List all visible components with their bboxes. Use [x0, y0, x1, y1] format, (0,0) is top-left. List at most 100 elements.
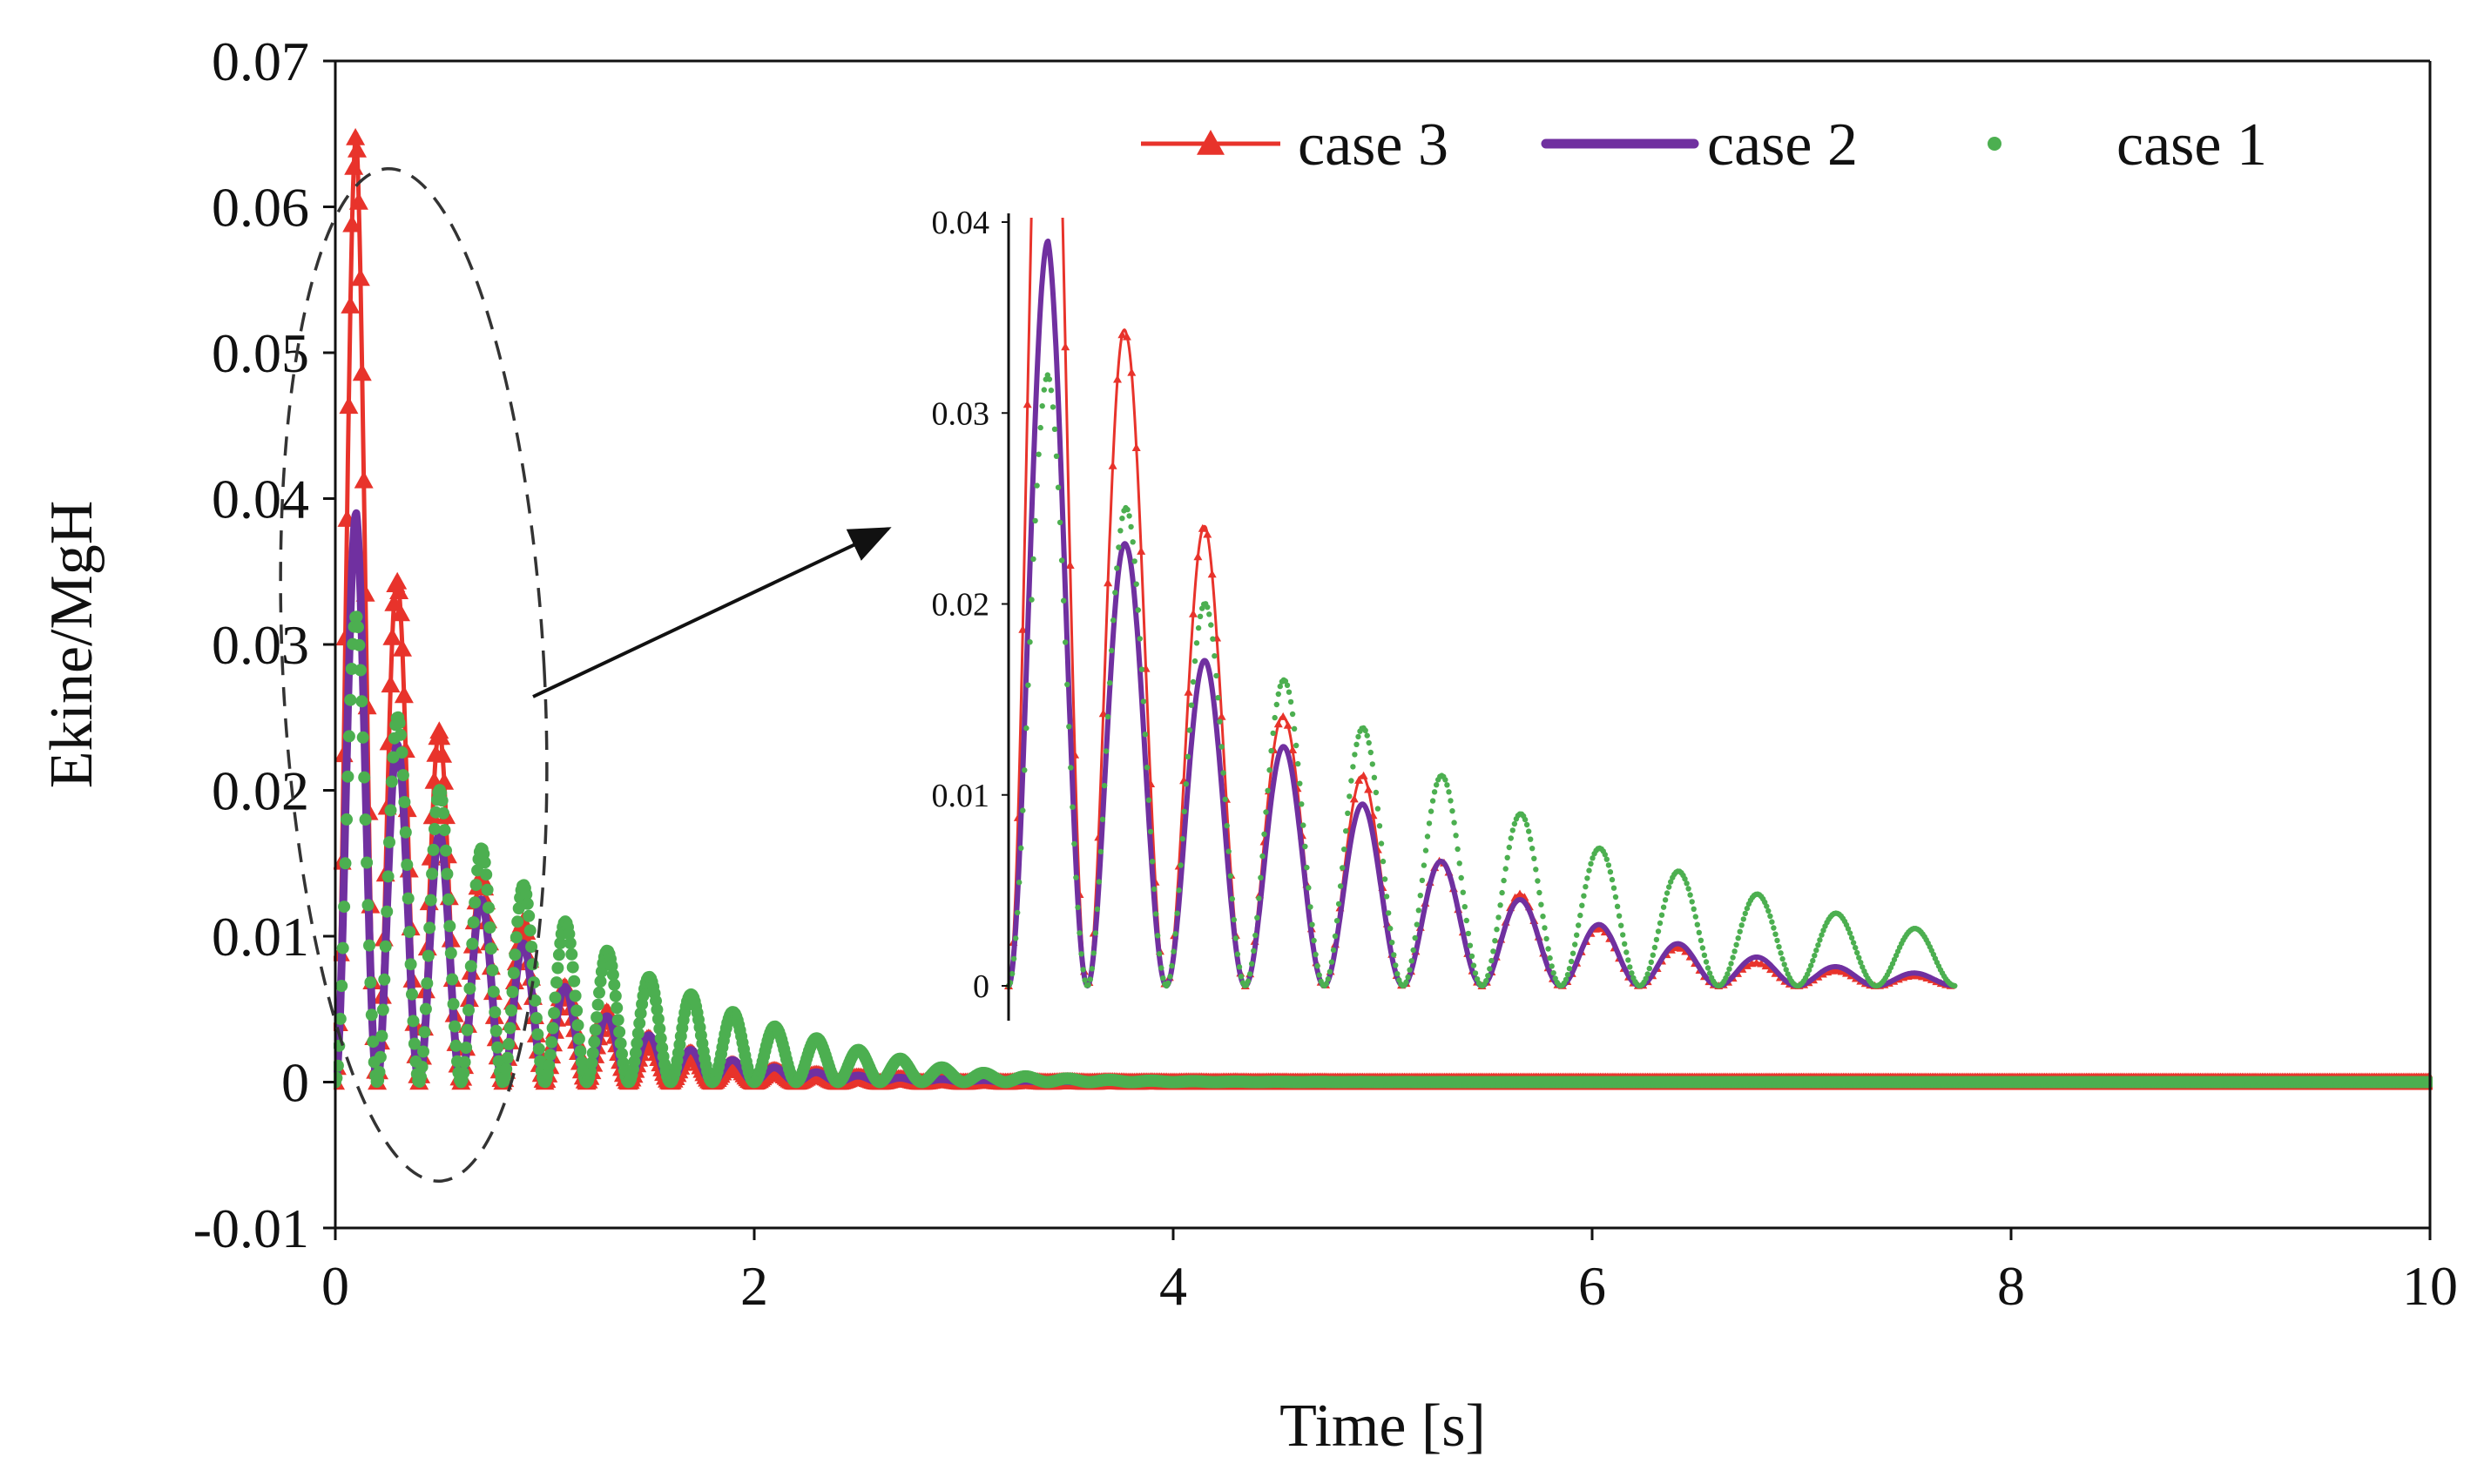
inset-marker-dot	[1574, 932, 1580, 938]
main-marker-dot	[379, 940, 392, 953]
inset-marker-dot	[1355, 733, 1361, 740]
inset-marker-dot	[1343, 828, 1349, 834]
inset-marker-dot	[1245, 978, 1252, 984]
inset-marker-dot	[1696, 929, 1703, 936]
inset-marker-dot	[1806, 967, 1812, 974]
inset-marker-dot	[1023, 725, 1029, 732]
inset-marker-dot	[1533, 867, 1539, 873]
inset-marker-dot	[1415, 907, 1422, 914]
inset-marker-dot	[1071, 840, 1077, 847]
inset-marker-dot	[1208, 622, 1214, 628]
inset-marker-triangle	[1184, 687, 1193, 696]
inset-marker-dot	[1373, 789, 1380, 796]
inset-marker-dot	[1774, 937, 1780, 944]
inset-marker-dot	[1165, 980, 1171, 987]
main-marker-dot	[383, 836, 395, 849]
main-marker-dot	[500, 1062, 513, 1076]
inset-marker-dot	[1337, 883, 1344, 889]
inset-marker-dot	[1297, 780, 1303, 786]
inset-marker-dot	[1460, 889, 1467, 895]
inset-marker-dot	[1590, 855, 1596, 861]
inset-marker-dot	[1037, 424, 1043, 431]
inset-marker-dot	[1738, 922, 1745, 928]
main-marker-dot	[334, 1059, 344, 1072]
inset-marker-dot	[1256, 895, 1262, 901]
inset-marker-dot	[1138, 666, 1145, 672]
inset-marker-dot	[1188, 702, 1195, 708]
main-marker-dot	[467, 916, 480, 929]
inset-marker-dot	[1151, 886, 1158, 893]
inset-marker-triangle	[1354, 775, 1364, 784]
inset-marker-dot	[1311, 937, 1317, 944]
inset-marker-dot	[1419, 877, 1426, 884]
inset-marker-dot	[1848, 934, 1855, 941]
main-marker-dot	[611, 1002, 624, 1015]
main-marker-dot	[422, 949, 435, 962]
inset-marker-dot	[1041, 387, 1048, 393]
inset-marker-dot	[1860, 964, 1866, 970]
main-marker-dot	[654, 1032, 667, 1045]
inset-marker-dot	[1092, 930, 1099, 936]
inset-marker-dot	[1381, 876, 1388, 882]
inset-marker-dot	[1101, 782, 1108, 789]
inset-marker-dot	[1174, 910, 1180, 916]
inset-marker-dot	[1616, 913, 1623, 919]
inset-marker-dot	[1348, 778, 1354, 784]
inset-marker-dot	[1075, 904, 1081, 911]
main-marker-dot	[651, 1013, 665, 1025]
main-marker-dot	[429, 823, 441, 835]
inset-marker-dot	[1778, 950, 1784, 956]
inset-marker-dot	[1660, 904, 1667, 910]
legend-label: case 3	[1298, 111, 1448, 179]
inset-marker-dot	[1220, 770, 1226, 776]
inset-marker-dot	[1529, 846, 1536, 852]
inset-marker-dot	[1405, 974, 1411, 981]
inset-marker-dot	[1429, 798, 1436, 804]
main-marker-dot	[609, 989, 622, 1002]
inset-series-case-1	[1005, 372, 1958, 989]
inset-marker-dot	[1691, 906, 1697, 913]
main-marker-dot	[375, 1029, 388, 1042]
inset-marker-dot	[1056, 519, 1063, 526]
inset-marker-dot	[1740, 916, 1747, 922]
inset-marker-dot	[1306, 885, 1312, 891]
inset-y-tick-label: 0.01	[932, 778, 990, 814]
inset-marker-dot	[1270, 730, 1276, 737]
inset-marker-dot	[1650, 952, 1657, 958]
main-marker-dot	[458, 1056, 471, 1069]
inset-marker-dot	[1350, 764, 1356, 770]
main-marker-dot	[653, 1022, 666, 1035]
main-marker-dot	[571, 1019, 584, 1032]
inset-marker-dot	[1089, 966, 1096, 972]
inset-marker-dot	[1265, 787, 1271, 793]
main-marker-dot	[608, 978, 621, 991]
inset-marker-dot	[1487, 966, 1493, 972]
inset-marker-dot	[1131, 558, 1137, 564]
inset-marker-dot	[1845, 926, 1852, 932]
inset-marker-dot	[1421, 862, 1428, 868]
legend-label: case 1	[2116, 111, 2267, 179]
inset-marker-dot	[1456, 860, 1462, 867]
inset-marker-dot	[1448, 798, 1454, 804]
x-axis-title: Time [s]	[1279, 1393, 1486, 1460]
inset-marker-dot	[1158, 965, 1164, 971]
main-marker-dot	[503, 1022, 516, 1035]
x-tick-label: 4	[1159, 1255, 1187, 1317]
inset-marker-dot	[1333, 918, 1340, 924]
inset-marker-triangle	[1364, 785, 1374, 793]
main-marker-triangle	[346, 128, 366, 145]
inset-marker-dot	[1417, 893, 1424, 899]
inset-marker-dot	[1426, 820, 1433, 826]
x-tick-label: 0	[321, 1255, 349, 1317]
main-marker-dot	[464, 960, 477, 973]
inset-marker-dot	[1542, 925, 1548, 931]
inset-marker-dot	[1013, 935, 1019, 941]
inset-marker-dot	[1119, 516, 1125, 522]
inset-marker-dot	[1016, 880, 1023, 886]
inset-marker-dot	[1605, 862, 1612, 868]
main-marker-dot	[520, 888, 533, 901]
inset-marker-dot	[1540, 914, 1546, 920]
inset-marker-dot	[1391, 952, 1397, 958]
main-marker-triangle	[394, 685, 414, 704]
